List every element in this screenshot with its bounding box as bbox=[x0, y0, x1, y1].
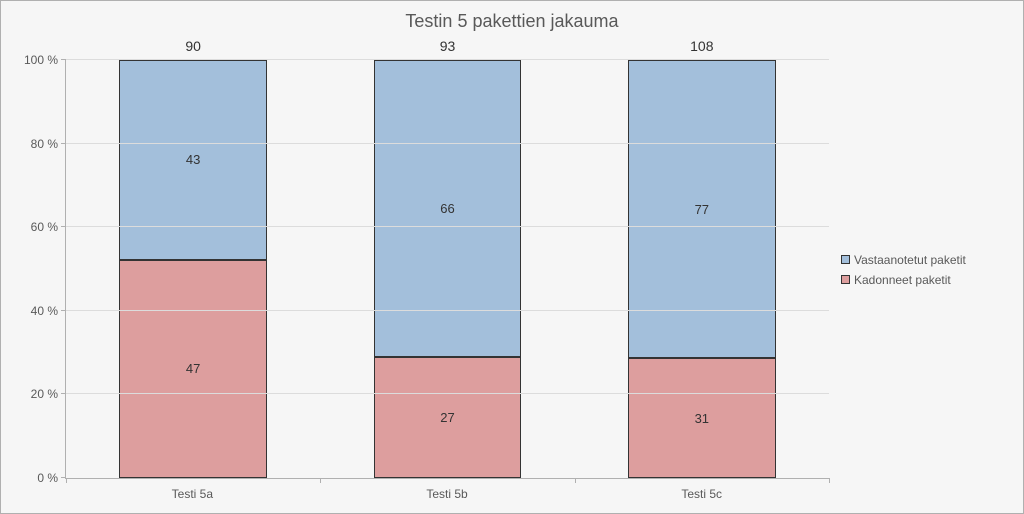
x-tick-label: Testi 5a bbox=[65, 479, 320, 501]
chart-container: Testin 5 pakettien jakauma 9043479366271… bbox=[0, 0, 1024, 514]
y-tick-mark bbox=[61, 59, 66, 60]
gridline bbox=[66, 59, 829, 60]
bar-total-label: 108 bbox=[628, 38, 776, 54]
plot-area-wrap: 9043479366271087731 0 %20 %40 %60 %80 %1… bbox=[13, 38, 829, 479]
legend-item: Vastaanotetut paketit bbox=[841, 253, 1011, 267]
legend-swatch bbox=[841, 255, 850, 264]
x-tick-mark bbox=[320, 478, 321, 483]
legend-label: Kadonneet paketit bbox=[854, 273, 951, 287]
bar-segment: 27 bbox=[374, 357, 522, 478]
bar-segment: 31 bbox=[628, 358, 776, 478]
x-tick-label: Testi 5c bbox=[574, 479, 829, 501]
bar-slot: 904347 bbox=[66, 60, 320, 478]
legend-swatch bbox=[841, 275, 850, 284]
gridline bbox=[66, 393, 829, 394]
x-tick-mark bbox=[66, 478, 67, 483]
y-tick-label: 20 % bbox=[31, 387, 58, 401]
y-tick-mark bbox=[61, 143, 66, 144]
y-tick-mark bbox=[61, 393, 66, 394]
y-tick-label: 80 % bbox=[31, 137, 58, 151]
bar-slot: 936627 bbox=[320, 60, 574, 478]
y-tick-mark bbox=[61, 226, 66, 227]
gridline bbox=[66, 310, 829, 311]
gridline bbox=[66, 143, 829, 144]
x-axis: Testi 5aTesti 5bTesti 5c bbox=[65, 479, 829, 501]
bar: 904347 bbox=[119, 60, 267, 478]
bar-segment: 77 bbox=[628, 60, 776, 358]
plot-column: 9043479366271087731 0 %20 %40 %60 %80 %1… bbox=[13, 38, 829, 501]
legend: Vastaanotetut paketit Kadonneet paketit bbox=[829, 38, 1011, 501]
x-tick-label: Testi 5b bbox=[320, 479, 575, 501]
chart-body: 9043479366271087731 0 %20 %40 %60 %80 %1… bbox=[1, 38, 1023, 513]
bar-total-label: 90 bbox=[119, 38, 267, 54]
y-tick-label: 0 % bbox=[37, 471, 58, 485]
legend-item: Kadonneet paketit bbox=[841, 273, 1011, 287]
bar-segment: 66 bbox=[374, 60, 522, 357]
gridline bbox=[66, 226, 829, 227]
bar-total-label: 93 bbox=[374, 38, 522, 54]
legend-label: Vastaanotetut paketit bbox=[854, 253, 966, 267]
y-axis bbox=[13, 38, 65, 479]
x-tick-mark bbox=[575, 478, 576, 483]
y-tick-mark bbox=[61, 310, 66, 311]
bars-row: 904347 936627 1087731 bbox=[66, 60, 829, 478]
x-tick-mark bbox=[829, 478, 830, 483]
y-tick-label: 100 % bbox=[24, 53, 58, 67]
y-tick-label: 60 % bbox=[31, 220, 58, 234]
bar: 1087731 bbox=[628, 60, 776, 478]
plot-area: 9043479366271087731 0 %20 %40 %60 %80 %1… bbox=[65, 60, 829, 479]
y-tick-label: 40 % bbox=[31, 304, 58, 318]
bar-segment: 43 bbox=[119, 60, 267, 260]
chart-title: Testin 5 pakettien jakauma bbox=[1, 1, 1023, 38]
bar-segment: 47 bbox=[119, 260, 267, 478]
bar-slot: 1087731 bbox=[575, 60, 829, 478]
bar: 936627 bbox=[374, 60, 522, 478]
